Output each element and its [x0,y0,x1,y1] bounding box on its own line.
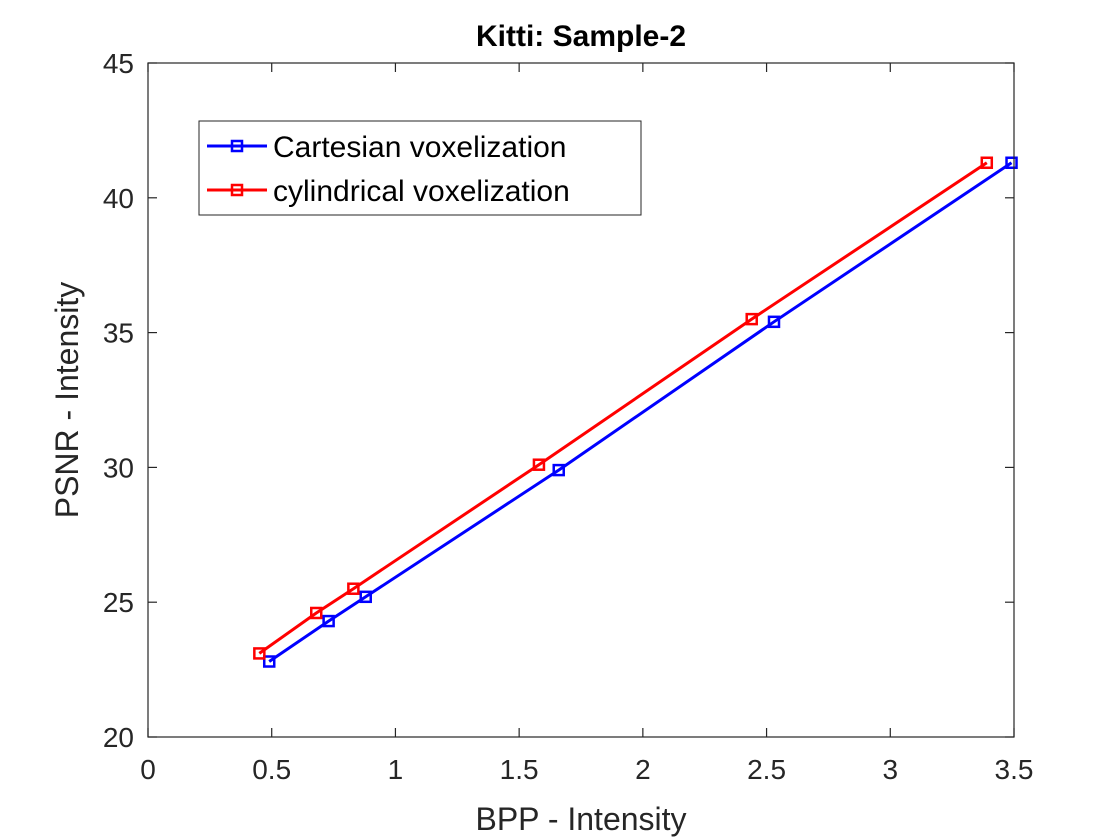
legend-box [198,120,642,216]
data-point-0-1 [322,614,335,628]
series-layer [253,156,1018,668]
data-point-1-3 [532,458,546,471]
x-tick-label: 3.5 [995,754,1034,785]
y-tick-label: 40 [103,183,134,214]
x-tick-label: 2 [635,754,651,785]
y-tick-label: 45 [103,48,134,79]
legend-marker-cylindrical [230,183,244,197]
legend-marker-cartesian [230,139,244,153]
plot-frame [147,62,1015,738]
data-point-1-4 [745,312,758,326]
y-tick-label: 25 [103,587,134,618]
data-point-0-5 [1005,156,1018,170]
x-tick-label: 3 [882,754,898,785]
x-tick-label: 0.5 [252,754,291,785]
x-tick-label: 1.5 [500,754,539,785]
series-line-1 [258,161,988,655]
y-tick-label: 35 [103,318,134,349]
x-axis-label: BPP - Intensity [475,801,686,837]
y-axis-label: PSNR - Intensity [49,282,85,519]
legend-label-cylindrical: cylindrical voxelization [273,175,570,208]
x-tick-label: 2.5 [747,754,786,785]
data-point-1-0 [253,647,266,660]
data-point-1-2 [347,582,360,595]
data-point-1-5 [980,156,994,170]
data-point-0-0 [262,655,276,668]
legend-label-cartesian: Cartesian voxelization [273,131,566,164]
series-line-0 [268,161,1013,663]
y-tick-label: 30 [103,452,134,483]
data-point-0-4 [767,315,781,329]
chart-title: Kitti: Sample-2 [476,20,686,53]
x-tick-label: 1 [388,754,404,785]
x-tick-label: 0 [140,754,156,785]
data-point-0-3 [552,463,565,477]
legend: Cartesian voxelization cylindrical voxel… [198,120,642,216]
data-point-1-1 [310,606,323,620]
y-tick-label: 20 [103,722,134,753]
axes-ticks: 0 0.5 1 1.5 2 2.5 3 3.5 20 25 30 35 40 45 [103,48,1034,785]
data-point-0-2 [359,590,372,604]
